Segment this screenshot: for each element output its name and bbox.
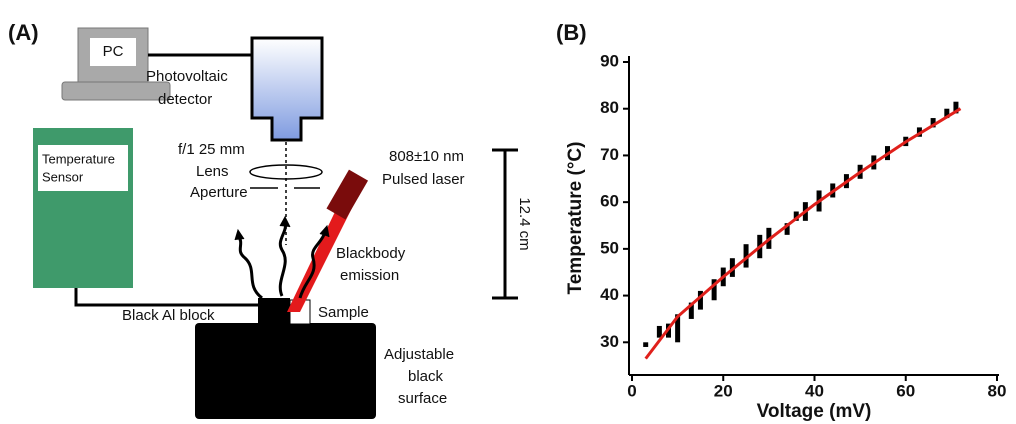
- surface-label: Adjustable: [384, 346, 454, 363]
- y-tick-label: 90: [600, 51, 619, 70]
- range-bar: [656, 325, 662, 338]
- laser-label: Pulsed laser: [382, 171, 465, 188]
- lens-label: f/1 25 mm: [178, 141, 245, 158]
- surface-label: surface: [398, 390, 447, 407]
- x-tick-label: 80: [988, 381, 1007, 400]
- al-block: [258, 298, 290, 325]
- laser: [326, 169, 369, 220]
- x-tick-label: 40: [805, 381, 824, 400]
- diagram: (A) PC Photovoltaic detector f/1 25 mm L…: [8, 20, 533, 419]
- range-bar: [675, 314, 681, 343]
- detector-label: Photovoltaic: [146, 68, 228, 85]
- lens-label: Aperture: [190, 184, 248, 201]
- sensor-screen: [38, 145, 128, 191]
- x-axis-title: Voltage (mV): [757, 401, 872, 422]
- range-bar: [953, 101, 959, 114]
- emission-label: emission: [340, 267, 399, 284]
- y-axis-title: Temperature (°C): [565, 142, 586, 295]
- laser-label: 808±10 nm: [389, 148, 464, 165]
- detector-label: detector: [158, 91, 212, 108]
- pc-screen: [90, 38, 136, 66]
- range-bar: [930, 118, 936, 128]
- x-tick-label: 60: [896, 381, 915, 400]
- emission-arrow: [278, 221, 287, 297]
- surface-label: black: [408, 368, 444, 385]
- x-tick-label: 0: [627, 381, 636, 400]
- range-bar: [784, 223, 790, 235]
- panel-label: (A): [8, 20, 39, 45]
- arrowhead: [234, 228, 245, 241]
- range-bar: [688, 302, 694, 319]
- emission-arrow: [236, 234, 263, 300]
- lens: [249, 164, 323, 180]
- y-tick-label: 50: [600, 238, 619, 257]
- arrowhead: [279, 215, 291, 228]
- range-bar: [793, 211, 799, 221]
- sensor-label: Temperature: [42, 151, 115, 166]
- arrowhead: [319, 224, 330, 238]
- y-tick-label: 60: [600, 192, 619, 211]
- y-tick-label: 70: [600, 145, 619, 164]
- range-bar: [711, 279, 717, 301]
- chart-title: (B): [556, 20, 587, 45]
- surface: [195, 323, 376, 419]
- x-tick-label: 20: [714, 381, 733, 400]
- emission-arrow: [298, 231, 327, 299]
- y-tick-label: 30: [600, 332, 619, 351]
- pc-label: PC: [103, 43, 124, 60]
- sample-label: Sample: [318, 304, 369, 321]
- range-bar: [944, 108, 950, 119]
- detector: [250, 36, 324, 142]
- laser-beam: [287, 193, 356, 312]
- y-tick-label: 40: [600, 285, 619, 304]
- block-label: Black Al block: [122, 307, 215, 324]
- fit-line: [644, 107, 962, 360]
- range-bar: [743, 244, 749, 268]
- lens-label: Lens: [196, 163, 229, 180]
- chart: (B) Voltage (mV) Temperature (°C) 30 40 50…: [556, 20, 1006, 422]
- range-bar: [643, 342, 649, 347]
- range-bar: [697, 290, 703, 310]
- emission-label: Blackbody: [336, 245, 406, 262]
- distance-label: 12.4 cm: [516, 197, 533, 250]
- y-tick-label: 80: [600, 98, 619, 117]
- sensor-wire: [74, 288, 258, 307]
- pc-base: [61, 81, 171, 101]
- sensor-label: Sensor: [42, 169, 84, 184]
